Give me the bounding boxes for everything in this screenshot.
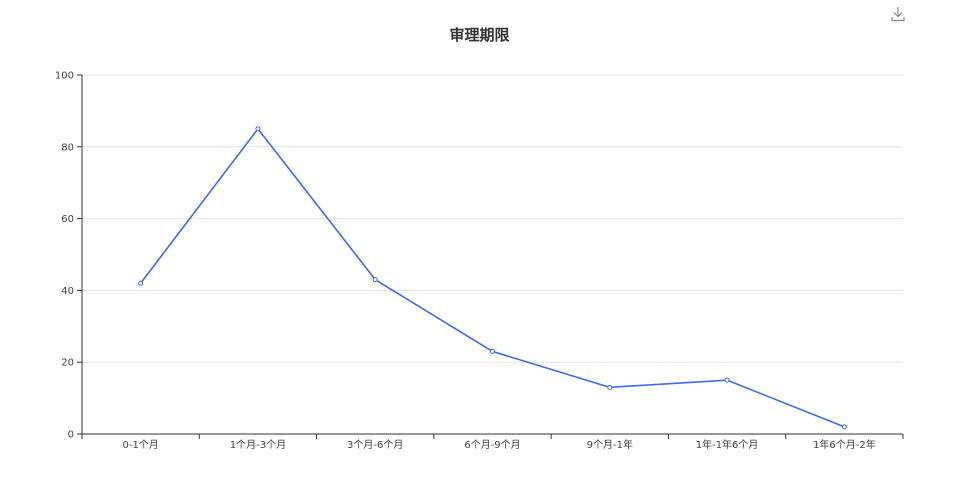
data-point (255, 126, 261, 132)
x-tick-label: 9个月-1年 (587, 438, 633, 451)
y-tick-labels: 0 20 40 60 80 100 (55, 71, 74, 441)
data-point (490, 348, 495, 354)
data-point (841, 424, 847, 430)
y-tick-label: 60 (61, 214, 74, 225)
x-tick-label: 0-1个月 (122, 439, 158, 451)
x-tick-label: 1年6个月-2年 (813, 438, 876, 451)
data-point (372, 277, 378, 283)
y-tick-label: 0 (68, 430, 74, 441)
grid-lines (82, 74, 903, 363)
data-point (607, 384, 613, 390)
y-tick-label: 100 (55, 71, 74, 82)
data-point (724, 377, 730, 383)
x-tick-label: 1个月-3个月 (230, 439, 286, 451)
y-tick-label: 40 (61, 286, 74, 297)
series (138, 126, 847, 430)
series-line (140, 128, 845, 428)
x-tick-labels: 0-1个月 1个月-3个月 3个月-6个月 6个月-9个月 9个月-1年 1年-1年6个月… (122, 438, 875, 451)
download-icon[interactable] (889, 5, 907, 23)
axes (77, 74, 904, 439)
y-tick-label: 80 (61, 142, 74, 153)
data-point (138, 280, 144, 286)
y-tick-label: 20 (61, 358, 74, 369)
x-tick-label: 3个月-6个月 (347, 439, 403, 451)
chart-title: 审理期限 (449, 26, 510, 44)
x-tick-label: 1年-1年6个月 (696, 438, 759, 451)
x-tick-label: 6个月-9个月 (464, 439, 520, 451)
